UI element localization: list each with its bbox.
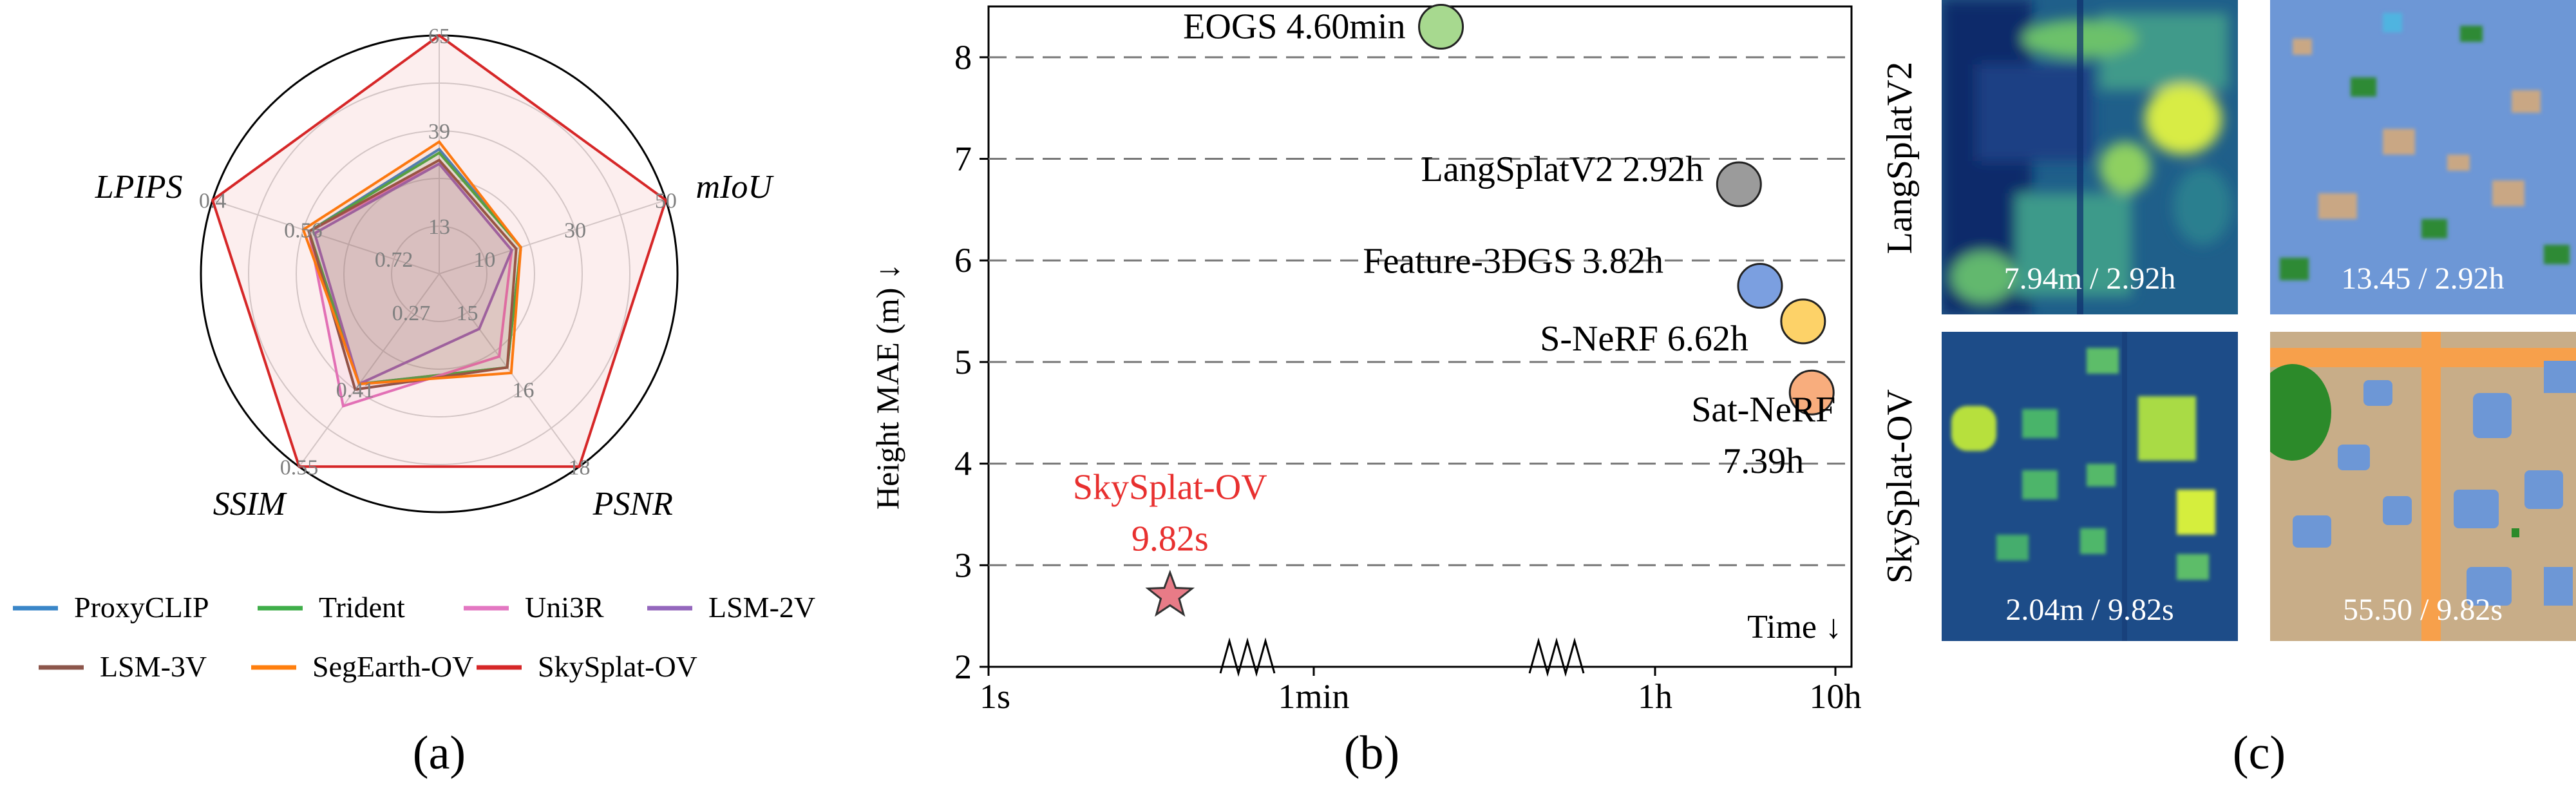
image-caption-2: 13.45 / 2.92h	[2341, 262, 2504, 296]
row-label-skysplat-ov: SkySplat-OV	[1880, 389, 1920, 584]
point-sat-nerf	[1788, 369, 1835, 416]
point-label: LangSplatV2 2.92h	[1421, 149, 1704, 189]
radar-axis-label: mIoU	[696, 169, 774, 206]
segmentation-map-langsplatv2	[2270, 0, 2576, 314]
radar-tick-label: 30	[564, 218, 586, 242]
point-star-skysplat-ov	[1145, 570, 1195, 617]
radar-tick-label: 65	[428, 24, 450, 48]
point-label: Feature-3DGS 3.82h	[1363, 242, 1663, 282]
axis-break-marks	[1219, 637, 1585, 677]
legend-label: Trident	[319, 591, 405, 624]
radar-tick-label: 0.4	[199, 189, 227, 213]
x-tick-label: 10h	[1810, 677, 1862, 716]
radar-tick-label: 13	[428, 215, 450, 239]
radar-tick-label: 0.72	[375, 248, 413, 272]
spoke-2	[439, 199, 667, 274]
spoke-3	[439, 273, 580, 467]
x-tick-label: 1s	[980, 677, 1010, 716]
scatter-points	[1145, 4, 1835, 617]
scatter-x-ticks: 1s 1min 1h 10h	[980, 667, 1862, 716]
plot-frame	[987, 5, 1853, 668]
radar-axis-labels: mF1mIoUPSNRSSIMLPIPS	[95, 169, 775, 522]
panel-label-c: (c)	[2233, 727, 2286, 780]
point-label: EOGS 4.60min	[1183, 7, 1405, 47]
radar-tick-label: 0.56	[284, 218, 323, 242]
y-tick-label: 2	[954, 647, 972, 686]
radar-tick-label: 0.41	[336, 379, 375, 403]
radar-tick-label: 39	[428, 120, 450, 144]
row-label-langsplatv2: LangSplatV2	[1880, 62, 1920, 254]
radar-axis-label: LPIPS	[95, 169, 183, 206]
y-tick-label: 3	[954, 546, 972, 584]
point-name-label: Sat-NeRF	[1691, 390, 1835, 430]
radar-series-skysplat-ov	[211, 34, 668, 468]
height-map-langsplatv2	[1942, 0, 2238, 314]
radar-tick-label: 15	[456, 302, 478, 325]
point-eogs	[1418, 4, 1464, 50]
point-label: S-NeRF 6.62h	[1540, 319, 1748, 359]
scatter-chart: 2 3 4 5 6 7 8 1s 1min 1h 10h EOGS 4.60min LangSpla…	[869, 4, 1862, 716]
spoke-5	[212, 199, 440, 274]
point-name-label: SkySplat-OV	[1073, 468, 1267, 508]
y-tick-label: 8	[954, 38, 972, 77]
radar-tick-label: 16	[512, 379, 534, 403]
image-caption-4: 55.50 / 9.82s	[2343, 593, 2503, 627]
x-axis-label: Time ↓	[1747, 609, 1842, 646]
height-map-skysplat-ov	[1942, 332, 2238, 641]
y-tick-label: 4	[954, 445, 972, 483]
radar-tick-label: 0.55	[280, 455, 319, 479]
axis-break	[1528, 637, 1585, 677]
x-tick-label: 1h	[1638, 677, 1672, 716]
radar-legend: ProxyCLIP Trident Uni3R LSM-2V LSM-3V SegEart…	[13, 591, 815, 683]
radar-axis-label: PSNR	[592, 486, 673, 522]
radar-chart: 13 39 65 10 30 50 15 16 18 0.27 0.41 0.55 0.72 0.56 0.…	[95, 24, 775, 522]
radar-tick-label: 50	[655, 189, 677, 213]
spoke-4	[298, 273, 440, 467]
point-time-label: 9.82s	[1132, 519, 1209, 559]
segmentation-map-skysplat-ov	[2270, 332, 2576, 641]
image-caption-1: 7.94m / 2.92h	[2004, 262, 2176, 296]
radar-axis-label: SSIM	[213, 486, 287, 522]
image-caption-3: 2.04m / 9.82s	[2005, 593, 2174, 627]
radar-series-segearth-ov	[301, 140, 522, 386]
radar-tick-label: 10	[473, 248, 495, 272]
scatter-y-ticks: 2 3 4 5 6 7 8	[954, 38, 989, 686]
y-axis-label: Height MAE (m) ↓	[869, 264, 905, 510]
x-tick-label: 1min	[1278, 677, 1349, 716]
radar-tick-labels: 13 39 65 10 30 50 15 16 18 0.27 0.41 0.55 0.72 0.56 0.…	[199, 24, 677, 479]
panel-label-a: (a)	[413, 727, 466, 780]
point-time-label: 7.39h	[1723, 441, 1804, 481]
y-tick-label: 6	[954, 241, 972, 280]
legend-label: SkySplat-OV	[538, 650, 697, 683]
radar-series-group	[211, 34, 668, 468]
scatter-gridlines	[989, 56, 1852, 566]
y-tick-label: 5	[954, 343, 972, 381]
radar-series-lsm-2v	[313, 162, 513, 386]
radar-tick-label: 18	[568, 455, 590, 479]
axis-break	[1219, 637, 1276, 677]
scatter-point-labels: EOGS 4.60min LangSplatV2 2.92h Feature-3DG…	[1073, 7, 1835, 559]
radar-tick-label: 0.27	[392, 302, 431, 325]
point-s-nerf	[1780, 298, 1826, 345]
legend-label: LSM-2V	[708, 591, 815, 624]
legend-label: SegEarth-OV	[312, 650, 473, 683]
point-langsplatv2	[1716, 161, 1762, 207]
legend-label: ProxyCLIP	[74, 591, 209, 624]
legend-label: Uni3R	[525, 591, 604, 624]
y-tick-label: 7	[954, 140, 972, 178]
panel-label-b: (b)	[1344, 727, 1399, 780]
legend-label: LSM-3V	[100, 650, 207, 683]
point-feature-3dgs	[1737, 263, 1783, 309]
